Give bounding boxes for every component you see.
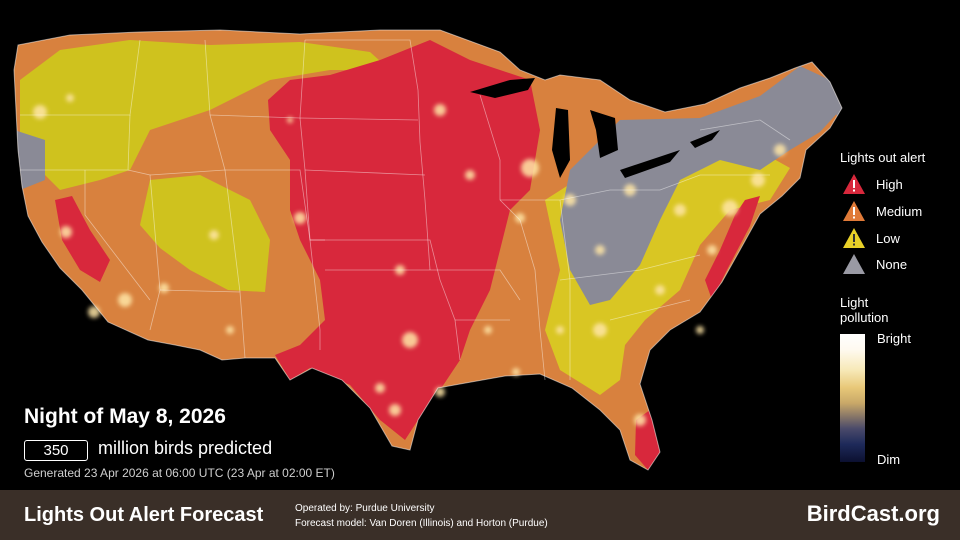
high-zone-central bbox=[268, 40, 540, 440]
high-zone-california bbox=[55, 196, 110, 282]
great-lakes bbox=[470, 78, 720, 178]
state-borders bbox=[20, 39, 791, 381]
legend-item-none: None bbox=[842, 253, 907, 275]
legend-label-high: High bbox=[876, 176, 903, 192]
legend-label-none: None bbox=[876, 256, 908, 272]
legend-item-low: Low bbox=[842, 227, 900, 249]
none-zone-maine-edge bbox=[835, 108, 842, 120]
light-pollution-scale-bar bbox=[840, 334, 865, 462]
low-zone-northwest bbox=[20, 40, 390, 190]
light-pollution-title: Light pollution bbox=[840, 295, 888, 325]
legend-item-medium: Medium bbox=[842, 200, 922, 222]
light-pollution-title-line1: Light bbox=[840, 295, 869, 310]
alert-legend-title: Lights out alert bbox=[840, 150, 926, 165]
legend-label-medium: Medium bbox=[876, 203, 923, 219]
us-alert-map bbox=[13, 29, 843, 471]
bright-label: Bright bbox=[877, 331, 911, 346]
triangle-gray-icon bbox=[843, 254, 865, 274]
warning-triangle-yellow-icon bbox=[843, 228, 865, 248]
none-zone-northeast bbox=[560, 66, 842, 305]
warning-triangle-orange-icon bbox=[843, 201, 865, 221]
forecast-model: Forecast model: Van Doren (Illinois) and… bbox=[295, 518, 548, 529]
none-zone-oregon-coast bbox=[14, 130, 45, 190]
city-lights bbox=[33, 94, 786, 426]
bird-count-badge: 350 bbox=[24, 440, 88, 461]
low-zone-great-basin bbox=[140, 175, 270, 292]
footer-title: Lights Out Alert Forecast bbox=[24, 504, 264, 526]
legend-label-low: Low bbox=[876, 230, 900, 246]
light-pollution-title-line2: pollution bbox=[840, 310, 889, 325]
footer-bar: Lights Out Alert Forecast Operated by: P… bbox=[0, 490, 960, 540]
night-title: Night of May 8, 2026 bbox=[24, 405, 226, 428]
high-zone-east-coast bbox=[705, 196, 760, 300]
bird-count-text: million birds predicted bbox=[98, 438, 273, 458]
dim-label: Dim bbox=[877, 452, 901, 467]
operated-by: Operated by: Purdue University bbox=[295, 503, 435, 514]
generated-timestamp: Generated 23 Apr 2026 at 06:00 UTC (23 A… bbox=[24, 466, 335, 480]
warning-triangle-red-icon bbox=[843, 174, 865, 194]
site-link[interactable]: BirdCast.org bbox=[806, 501, 940, 526]
legend-item-high: High bbox=[842, 173, 903, 195]
